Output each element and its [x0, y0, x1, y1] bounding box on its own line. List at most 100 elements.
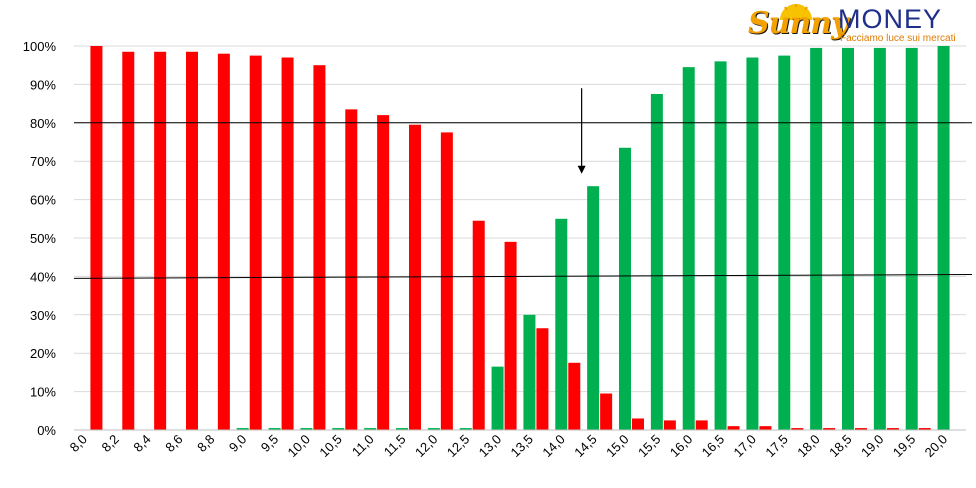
y-tick-label: 30% — [30, 308, 56, 323]
bar-series-1 — [300, 428, 313, 430]
bar-series-2 — [568, 362, 581, 430]
bar-series-2 — [345, 109, 358, 431]
y-tick-label: 10% — [30, 385, 56, 400]
bar-series-2 — [90, 46, 103, 430]
x-tick-label: 9,0 — [226, 432, 249, 455]
reference-line-40 — [73, 273, 973, 279]
bar-series-2 — [886, 428, 899, 430]
x-tick-label: 13,5 — [508, 432, 537, 461]
bar-series-2 — [217, 53, 230, 431]
x-tick-label: 10,0 — [285, 432, 314, 461]
x-tick-label: 11,5 — [381, 432, 409, 460]
bar-series-2 — [727, 426, 740, 430]
annotation — [577, 88, 586, 174]
x-tick-label: 9,5 — [258, 432, 281, 455]
bar-series-1 — [937, 46, 950, 430]
x-tick-label: 12,5 — [444, 432, 473, 461]
bar-series-2 — [440, 132, 453, 430]
bar-series-1 — [873, 47, 886, 431]
bar-series-2 — [918, 428, 931, 430]
x-tick-label: 10,5 — [316, 432, 345, 461]
bar-series-1 — [268, 428, 281, 430]
bar-series-2 — [759, 426, 772, 430]
bar-series-2 — [313, 65, 326, 430]
bar-series-2 — [377, 115, 390, 431]
x-tick-label: 14,0 — [539, 432, 568, 461]
arrow-head-icon — [577, 165, 586, 174]
bar-series-2 — [186, 51, 198, 430]
x-tick-label: 11,0 — [349, 432, 377, 460]
bar-series-1 — [905, 47, 918, 431]
y-tick-label: 100% — [23, 39, 57, 54]
brand-logo: Sunny MONEY Facciamo luce sui mercati — [748, 4, 970, 46]
bar-series-2 — [823, 428, 836, 430]
x-tick-label: 18,5 — [826, 432, 855, 461]
x-tick-label: 8,2 — [99, 432, 122, 455]
bar-series-1 — [236, 428, 249, 430]
bar-series-1 — [364, 428, 377, 430]
x-tick-label: 20,0 — [922, 432, 951, 461]
bar-series-2 — [122, 51, 135, 430]
bar-series-1 — [459, 428, 472, 430]
bar-series-2 — [663, 420, 676, 430]
x-tick-label: 17,5 — [762, 432, 791, 461]
bar-series-2 — [281, 57, 294, 431]
x-tick-label: 8,8 — [194, 432, 217, 455]
y-tick-label: 0% — [37, 423, 56, 438]
bar-series-2 — [472, 220, 485, 430]
bar-series-2 — [855, 428, 867, 430]
sun-icon — [780, 4, 812, 20]
bar-series-1 — [332, 428, 345, 430]
reference-lines — [73, 122, 973, 279]
x-tick-label: 13,0 — [476, 432, 505, 461]
x-tick-label: 19,0 — [858, 432, 887, 461]
bar-series-2 — [249, 55, 262, 430]
bar-series-1 — [587, 186, 600, 430]
brand-name-sunny: Sunny — [748, 6, 849, 41]
x-tick-label: 15,5 — [635, 432, 664, 461]
y-tick-label: 50% — [30, 231, 56, 246]
x-tick-label: 8,4 — [130, 432, 153, 455]
y-axis: 0% 10% 20% 30% 40% 50% 60% 70% 80% 90% 100% — [23, 39, 57, 438]
y-tick-label: 20% — [30, 346, 56, 361]
bar-series-2 — [504, 241, 517, 430]
x-tick-label: 14,5 — [571, 432, 600, 461]
bar-series-1 — [842, 47, 854, 431]
y-tick-label: 90% — [30, 77, 56, 92]
x-tick-label: 8,6 — [162, 432, 185, 455]
y-tick-label: 40% — [30, 269, 56, 284]
bar-series-2 — [791, 428, 804, 430]
x-tick-label: 16,0 — [667, 432, 696, 461]
bars — [90, 46, 950, 431]
bar-series-1 — [396, 428, 408, 430]
bar-series-1 — [778, 55, 791, 430]
bar-series-2 — [536, 328, 549, 430]
x-tick-label: 17,0 — [731, 432, 760, 461]
bar-series-1 — [714, 61, 727, 431]
x-tick-label: 12,0 — [412, 432, 441, 461]
x-tick-label: 8,0 — [67, 432, 90, 455]
x-tick-label: 19,5 — [890, 432, 919, 461]
bar-series-2 — [695, 420, 708, 430]
bar-series-2 — [600, 393, 613, 430]
bar-series-1 — [555, 218, 568, 430]
bar-series-1 — [650, 94, 663, 430]
bar-series-1 — [746, 57, 759, 431]
bar-series-1 — [523, 314, 536, 430]
bar-series-1 — [427, 428, 440, 430]
x-tick-label: 16,5 — [699, 432, 728, 461]
brand-name-money: MONEY — [838, 4, 943, 34]
brand-tagline: Facciamo luce sui mercati — [840, 33, 956, 44]
x-axis: 8,0 8,2 8,4 8,6 8,8 9,0 9,5 10,0 10,5 11,0 11,5 12,… — [67, 429, 966, 461]
bar-series-2 — [632, 418, 644, 430]
bar-series-1 — [491, 366, 504, 430]
y-tick-label: 70% — [30, 154, 56, 169]
x-tick-label: 15,0 — [603, 432, 632, 461]
bar-series-1 — [619, 147, 631, 430]
x-tick-label: 18,0 — [794, 432, 823, 461]
bar-series-2 — [154, 51, 167, 430]
bar-series-1 — [682, 67, 695, 431]
y-tick-label: 60% — [30, 193, 56, 208]
gridlines — [74, 45, 966, 431]
